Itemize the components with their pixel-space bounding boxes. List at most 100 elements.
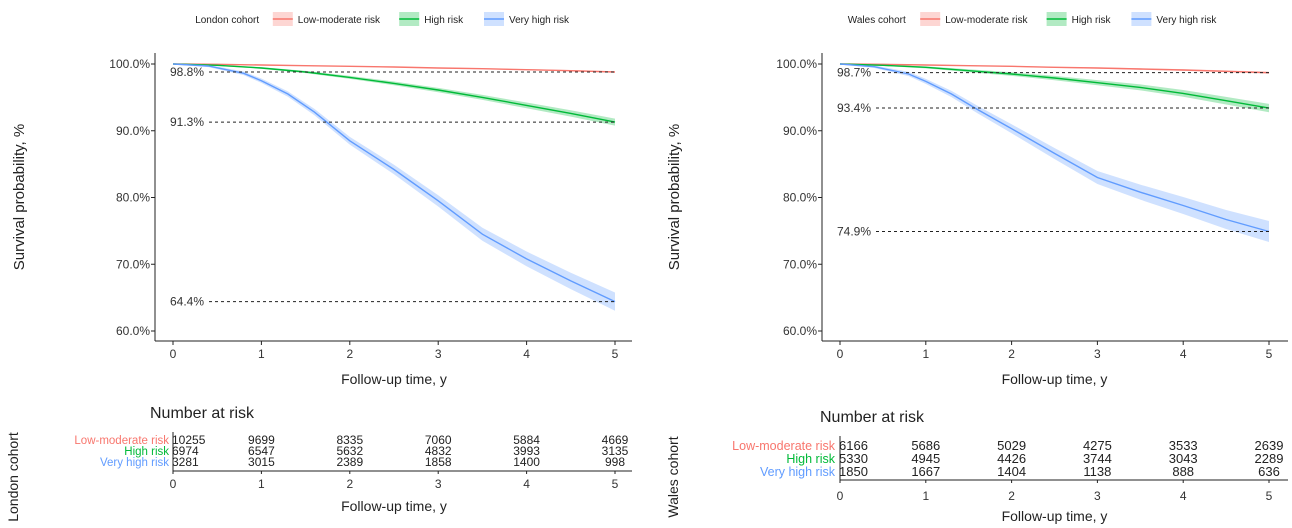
risk-cell: 7060 (425, 433, 452, 447)
legend: Wales cohort Low-moderate risk High risk Ve… (848, 12, 1217, 26)
reference-label: 91.3% (170, 115, 204, 129)
risk-cell: 3135 (602, 444, 629, 458)
risk-table-x-tick-label: 2 (346, 477, 353, 491)
y-tick-label: 60.0% (116, 324, 150, 338)
x-axis-label: Follow-up time, y (1002, 371, 1108, 387)
legend-entry: High risk (424, 15, 464, 26)
risk-table-x-tick-label: 3 (1094, 489, 1101, 503)
risk-cell: 2389 (336, 455, 363, 469)
risk-cell: 2639 (1255, 438, 1284, 453)
series-line-2 (172, 63, 616, 303)
series-line-0 (839, 63, 1270, 74)
risk-row-label: High risk (786, 452, 835, 466)
x-tick-label: 2 (1008, 347, 1015, 361)
x-tick-label: 2 (346, 347, 353, 361)
x-tick-label: 4 (523, 347, 530, 361)
risk-table-x-label: Follow-up time, y (341, 498, 447, 514)
risk-table: Wales cohort Number at risk Low-moderate r… (665, 409, 1288, 524)
risk-cell: 4275 (1083, 438, 1112, 453)
panel-london: London cohort Low-moderate risk High risk V… (5, 12, 632, 522)
reference-label: 98.8% (170, 65, 204, 79)
risk-cell: 888 (1172, 464, 1194, 479)
risk-cell: 1400 (513, 455, 540, 469)
risk-cell: 3993 (513, 444, 540, 458)
y-tick-label: 90.0% (783, 124, 817, 138)
x-tick-label: 5 (1266, 347, 1273, 361)
risk-cell: 10255 (172, 433, 206, 447)
risk-cell: 5330 (839, 451, 868, 466)
risk-cell: 4426 (997, 451, 1026, 466)
risk-table-title: Number at risk (150, 405, 255, 422)
legend-title: London cohort (195, 15, 259, 26)
ci-band-2 (173, 64, 615, 311)
risk-cell: 5029 (997, 438, 1026, 453)
series-line-1 (839, 63, 1270, 109)
risk-cell: 1850 (839, 464, 868, 479)
x-axis-label: Follow-up time, y (341, 371, 447, 387)
risk-table-x-tick-label: 3 (435, 477, 442, 491)
legend-entry: High risk (1072, 15, 1112, 26)
risk-table-x-label: Follow-up time, y (1002, 508, 1108, 524)
risk-table: London cohort Number at risk Low-moderate … (5, 405, 632, 522)
series-line-0 (172, 63, 616, 73)
x-tick-label: 1 (922, 347, 929, 361)
risk-cell: 2289 (1255, 451, 1284, 466)
risk-table-x-tick-label: 1 (258, 477, 265, 491)
y-tick-label: 100.0% (776, 57, 817, 71)
risk-table-x-tick-label: 4 (1180, 489, 1187, 503)
risk-cell: 5632 (336, 444, 363, 458)
reference-label: 64.4% (170, 295, 204, 309)
y-tick-label: 80.0% (116, 191, 150, 205)
legend: London cohort Low-moderate risk High risk V… (195, 12, 570, 26)
risk-cell: 3043 (1169, 451, 1198, 466)
x-tick-label: 1 (258, 347, 265, 361)
risk-cell: 4945 (911, 451, 940, 466)
risk-table-x-tick-label: 5 (612, 477, 619, 491)
x-tick-label: 0 (837, 347, 844, 361)
y-tick-label: 60.0% (783, 324, 817, 338)
x-tick-label: 3 (435, 347, 442, 361)
x-tick-label: 4 (1180, 347, 1187, 361)
risk-cell: 5686 (911, 438, 940, 453)
risk-cell: 3015 (248, 455, 275, 469)
series-line-2 (839, 63, 1270, 233)
risk-cell: 636 (1258, 464, 1280, 479)
risk-table-side-title: London cohort (5, 432, 21, 522)
y-tick-label: 80.0% (783, 191, 817, 205)
risk-cell: 6974 (172, 444, 199, 458)
legend-entry: Very high risk (509, 15, 570, 26)
risk-cell: 3281 (172, 455, 199, 469)
x-tick-label: 5 (612, 347, 619, 361)
risk-cell: 8335 (336, 433, 363, 447)
reference-label: 93.4% (837, 101, 871, 115)
y-axis-label: Survival probability, % (11, 124, 28, 270)
risk-cell: 6166 (839, 438, 868, 453)
risk-cell: 998 (605, 455, 625, 469)
y-tick-label: 70.0% (116, 257, 150, 271)
legend-entry: Low-moderate risk (298, 15, 381, 26)
risk-row-label: Very high risk (760, 465, 836, 479)
risk-table-x-tick-label: 2 (1008, 489, 1015, 503)
risk-cell: 5884 (513, 433, 540, 447)
legend-entry: Low-moderate risk (945, 15, 1028, 26)
legend-entry: Very high risk (1156, 15, 1217, 26)
risk-cell: 4669 (602, 433, 629, 447)
risk-cell: 3744 (1083, 451, 1112, 466)
risk-cell: 6547 (248, 444, 275, 458)
x-tick-label: 0 (170, 347, 177, 361)
reference-label: 74.9% (837, 225, 871, 239)
risk-cell: 1858 (425, 455, 452, 469)
risk-table-x-tick-label: 4 (523, 477, 530, 491)
risk-table-title: Number at risk (820, 409, 925, 426)
risk-table-x-tick-label: 1 (922, 489, 929, 503)
panel-wales: Wales cohort Low-moderate risk High risk Ve… (665, 12, 1288, 524)
risk-cell: 1138 (1083, 464, 1111, 479)
risk-table-side-title: Wales cohort (665, 436, 681, 517)
legend-title: Wales cohort (848, 15, 906, 26)
reference-label: 98.7% (837, 66, 871, 80)
risk-cell: 4832 (425, 444, 452, 458)
risk-cell: 9699 (248, 433, 275, 447)
y-axis-label: Survival probability, % (666, 124, 683, 270)
risk-table-x-tick-label: 0 (170, 477, 177, 491)
